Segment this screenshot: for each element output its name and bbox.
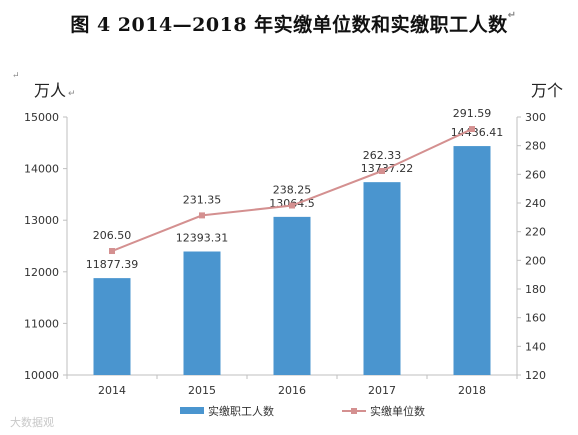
left-tick-label: 14000 — [24, 163, 59, 176]
legend-line-marker — [351, 408, 357, 414]
line-data-label: 262.33 — [363, 149, 402, 162]
right-tick-label: 140 — [525, 340, 546, 353]
right-tick-label: 180 — [525, 283, 546, 296]
right-tick-label: 300 — [525, 111, 546, 124]
line-data-label: 231.35 — [183, 193, 222, 206]
bar-2015 — [183, 251, 221, 375]
right-tick-label: 220 — [525, 226, 546, 239]
line-point-2018 — [469, 126, 475, 133]
right-tick-label: 120 — [525, 369, 546, 382]
bar-data-label: 12393.31 — [176, 232, 229, 245]
bar-2014 — [93, 278, 131, 375]
x-tick-label: 2015 — [188, 384, 216, 397]
legend-bar-label: 实缴职工人数 — [208, 404, 274, 418]
chart-title-text: 图 4 2014—2018 年实缴单位数和实缴职工人数 — [70, 14, 508, 36]
bar-2018 — [453, 146, 491, 375]
bar-2016 — [273, 216, 311, 375]
left-axis-unit: 万人 — [34, 81, 66, 100]
right-axis-unit: 万个 — [531, 81, 563, 100]
legend-bar-swatch — [180, 407, 204, 414]
left-tick-label: 15000 — [24, 111, 59, 124]
right-tick-label: 240 — [525, 197, 546, 210]
x-tick-label: 2014 — [98, 384, 126, 397]
left-tick-label: 12000 — [24, 266, 59, 279]
line-data-label: 206.50 — [93, 229, 132, 242]
right-tick-label: 260 — [525, 168, 546, 181]
x-tick-label: 2018 — [458, 384, 486, 397]
left-unit-return-mark: ↵ — [68, 89, 76, 99]
watermark: 大数据观 — [10, 416, 54, 429]
left-tick-label: 10000 — [24, 369, 59, 382]
left-tick-label: 13000 — [24, 214, 59, 227]
bar-data-label: 11877.39 — [86, 258, 139, 271]
line-point-2014 — [109, 248, 115, 255]
x-tick-label: 2016 — [278, 384, 306, 397]
title-return-mark: ↵ — [507, 10, 517, 21]
return-mark: ↵ — [12, 71, 20, 81]
line-data-label: 238.25 — [273, 184, 312, 197]
line-point-2016 — [289, 202, 295, 209]
right-tick-label: 200 — [525, 254, 546, 267]
left-tick-label: 11000 — [24, 317, 59, 330]
right-tick-label: 160 — [525, 312, 546, 325]
line-point-2017 — [379, 167, 385, 174]
x-tick-label: 2017 — [368, 384, 396, 397]
legend-line-label: 实缴单位数 — [370, 404, 425, 418]
right-tick-label: 280 — [525, 140, 546, 153]
bar-2017 — [363, 182, 401, 375]
line-data-label: 291.59 — [453, 107, 492, 120]
chart-title: 图 4 2014—2018 年实缴单位数和实缴职工人数 ↵ — [0, 10, 578, 37]
bar-data-label: 14436.41 — [451, 126, 504, 139]
line-point-2015 — [199, 212, 205, 219]
